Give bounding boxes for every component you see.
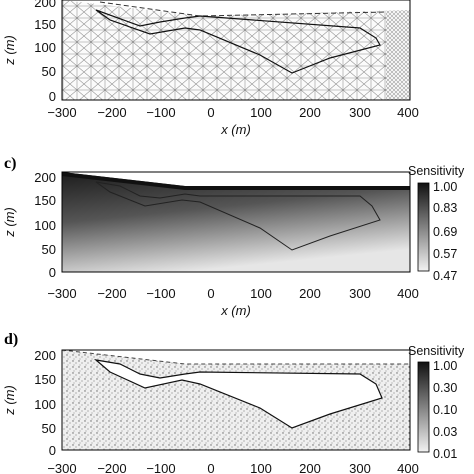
y-tick-label: 200 <box>34 170 56 185</box>
x-tick-label: −300 <box>47 105 76 120</box>
x-tick-label: 200 <box>299 461 321 474</box>
x-tick-label: 200 <box>299 105 321 120</box>
lens-outline <box>95 9 381 74</box>
colorbar-tick: 0.69 <box>433 225 457 239</box>
colorbar: Sensitivity 1.00 0.83 0.69 0.57 0.47 <box>408 164 465 283</box>
y-axis-label: z (m) <box>2 385 17 416</box>
y-tick-label: 200 <box>34 348 56 363</box>
y-tick-label: 150 <box>34 372 56 387</box>
y-tick-label: 50 <box>42 421 56 436</box>
sky-mask <box>62 172 410 186</box>
y-tick-label: 100 <box>34 218 56 233</box>
mesh-x-ticks: −300 −200 −100 0 100 200 300 400 <box>47 105 419 120</box>
x-tick-label: 400 <box>397 286 419 301</box>
y-tick-label: 150 <box>34 17 56 32</box>
colorbar-tick: 0.47 <box>433 269 457 283</box>
y-tick-label: 100 <box>34 40 56 55</box>
y-axis-label: z (m) <box>2 35 17 66</box>
x-tick-label: −100 <box>146 286 175 301</box>
panel-label: c) <box>4 155 16 172</box>
x-tick-label: 0 <box>207 105 214 120</box>
colorbar-ramp <box>417 182 430 272</box>
x-tick-label: −100 <box>146 461 175 474</box>
panel-frame <box>61 171 411 273</box>
mesh-fine-strip <box>386 10 410 100</box>
x-tick-label: −200 <box>97 105 126 120</box>
x-tick-label: 100 <box>250 286 272 301</box>
mesh-y-ticks: 200 150 100 50 0 <box>34 0 56 104</box>
x-tick-label: −300 <box>47 286 76 301</box>
sky-mask <box>62 350 410 364</box>
y-tick-label: 0 <box>49 443 56 458</box>
surface-dark-band <box>62 172 410 190</box>
mesh-area <box>62 0 410 100</box>
y-tick-label: 100 <box>34 397 56 412</box>
panel-d: d) 200 150 100 50 0 z (m) −300 −200 −100… <box>2 331 465 474</box>
x-tick-label: −200 <box>97 286 126 301</box>
x-tick-label: −200 <box>97 461 126 474</box>
x-tick-label: 0 <box>207 286 214 301</box>
y-tick-label: 0 <box>49 265 56 280</box>
colorbar-ramp <box>417 361 430 453</box>
x-tick-label: 200 <box>299 286 321 301</box>
colorbar: Sensitivity 1.00 0.30 0.10 0.03 0.01 <box>408 344 465 461</box>
panel-c: c) 200 150 100 50 0 z (m) −300 −200 −100… <box>2 155 465 318</box>
y-ticks: 200 150 100 50 0 <box>34 348 56 458</box>
x-tick-label: 100 <box>250 461 272 474</box>
panel-label: d) <box>4 331 18 348</box>
colorbar-tick: 0.03 <box>433 425 457 439</box>
lens-outline <box>95 181 381 251</box>
y-tick-label: 50 <box>42 64 56 79</box>
y-tick-label: 200 <box>34 0 56 10</box>
y-tick-label: 150 <box>34 193 56 208</box>
x-ticks: −300 −200 −100 0 100 200 300 400 <box>47 286 419 301</box>
colorbar-title: Sensitivity <box>408 164 465 178</box>
colorbar-tick: 0.57 <box>433 247 457 261</box>
colorbar-tick: 0.10 <box>433 403 457 417</box>
colorbar-tick: 0.83 <box>433 201 457 215</box>
x-tick-label: −300 <box>47 461 76 474</box>
y-axis-label: z (m) <box>2 207 17 238</box>
topography-dashed <box>61 349 410 365</box>
y-tick-label: 50 <box>42 242 56 257</box>
panel-frame <box>61 349 411 451</box>
x-ticks: −300 −200 −100 0 100 200 300 400 <box>47 461 419 474</box>
x-tick-label: 400 <box>397 461 419 474</box>
colorbar-tick: 1.00 <box>433 359 457 373</box>
low-sensitivity-lens <box>93 359 383 429</box>
y-ticks: 200 150 100 50 0 <box>34 170 56 280</box>
x-tick-label: 100 <box>250 105 272 120</box>
x-tick-label: 300 <box>349 105 371 120</box>
x-axis-label: x (m) <box>220 122 251 137</box>
x-tick-label: 400 <box>397 105 419 120</box>
colorbar-tick: 0.01 <box>433 447 457 461</box>
mesh-frame <box>61 0 411 101</box>
panel-mesh: 200 150 100 50 0 z (m) −300 −200 −100 0 … <box>2 0 419 137</box>
x-axis-label: x (m) <box>220 303 251 318</box>
colorbar-title: Sensitivity <box>408 344 465 358</box>
colorbar-tick: 0.30 <box>433 381 457 395</box>
sky-mask <box>62 0 410 16</box>
x-tick-label: 300 <box>349 461 371 474</box>
y-tick-label: 0 <box>49 89 56 104</box>
x-tick-label: 0 <box>207 461 214 474</box>
x-tick-label: −100 <box>146 105 175 120</box>
colorbar-tick: 1.00 <box>433 180 457 194</box>
x-tick-label: 300 <box>349 286 371 301</box>
